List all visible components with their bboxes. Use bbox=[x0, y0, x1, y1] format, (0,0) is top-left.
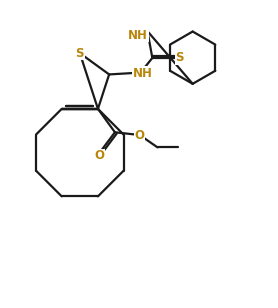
Text: O: O bbox=[135, 128, 145, 141]
Text: NH: NH bbox=[128, 29, 148, 42]
Text: S: S bbox=[176, 51, 184, 64]
Text: S: S bbox=[76, 47, 84, 60]
Text: O: O bbox=[94, 149, 104, 162]
Text: NH: NH bbox=[133, 67, 152, 79]
